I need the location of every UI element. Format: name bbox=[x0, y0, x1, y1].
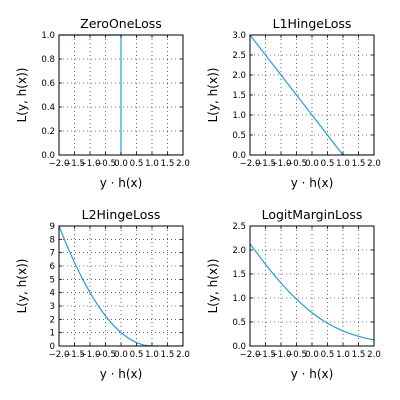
x-tick-label: 1.0 bbox=[336, 350, 350, 360]
x-tick-label: 2.0 bbox=[176, 350, 190, 360]
loss-curve bbox=[250, 243, 374, 341]
x-tick-label: −1.0 bbox=[271, 159, 292, 169]
x-tick-label: 2.0 bbox=[367, 350, 381, 360]
x-tick-label: −1.5 bbox=[255, 350, 276, 360]
chart-panel-1: −2.0−1.5−1.0−0.50.0 0.5 1.0 1.5 2.00.00.20.4… bbox=[15, 16, 190, 190]
x-tick-label: −2.0 bbox=[49, 350, 70, 360]
y-tick-label: 0.6 bbox=[41, 79, 55, 89]
y-tick-label: 8 bbox=[50, 235, 55, 245]
x-tick-label: 1.0 bbox=[145, 350, 159, 360]
x-tick-label: 0.0 bbox=[305, 159, 319, 169]
x-tick-label: 1.5 bbox=[161, 350, 175, 360]
x-axis-label: y ⋅ h(x) bbox=[291, 176, 334, 190]
y-tick-label: 0 bbox=[50, 342, 55, 352]
y-tick-label: 0.0 bbox=[232, 151, 246, 161]
y-tick-label: 1.0 bbox=[232, 111, 246, 121]
x-tick-label: −1.0 bbox=[271, 350, 292, 360]
y-tick-label: 3 bbox=[50, 302, 55, 312]
y-tick-label: 0.0 bbox=[41, 151, 55, 161]
chart-title: ZeroOneLoss bbox=[80, 16, 162, 31]
x-tick-label: −2.0 bbox=[240, 159, 261, 169]
y-tick-label: 0.2 bbox=[41, 127, 55, 137]
loss-curve bbox=[250, 34, 374, 155]
x-tick-label: −0.5 bbox=[95, 350, 116, 360]
chart-title: L2HingeLoss bbox=[82, 207, 161, 222]
x-tick-label: 0.5 bbox=[130, 350, 144, 360]
y-tick-label: 6 bbox=[50, 262, 55, 272]
y-tick-label: 0.5 bbox=[232, 131, 246, 141]
x-tick-label: 1.5 bbox=[161, 159, 175, 169]
y-tick-label: 9 bbox=[50, 222, 55, 232]
x-tick-label: −1.0 bbox=[80, 350, 101, 360]
x-tick-label: 0.0 bbox=[114, 159, 128, 169]
x-tick-label: 2.0 bbox=[367, 159, 381, 169]
y-tick-label: 7 bbox=[50, 249, 55, 259]
x-tick-label: −2.0 bbox=[49, 159, 70, 169]
y-tick-label: 2.5 bbox=[232, 222, 246, 232]
x-tick-label: −1.5 bbox=[64, 350, 85, 360]
x-tick-label: −0.5 bbox=[286, 159, 307, 169]
x-tick-label: −0.5 bbox=[286, 350, 307, 360]
y-tick-label: 0.5 bbox=[232, 318, 246, 328]
y-tick-label: 1.5 bbox=[232, 270, 246, 280]
x-tick-label: 1.0 bbox=[145, 159, 159, 169]
y-tick-label: 1.5 bbox=[232, 91, 246, 101]
y-tick-label: 2.0 bbox=[232, 71, 246, 81]
y-tick-label: 0.4 bbox=[41, 103, 55, 113]
y-axis-label: L(y, h(x)) bbox=[206, 259, 220, 314]
y-tick-label: 0.0 bbox=[232, 342, 246, 352]
y-tick-label: 1.0 bbox=[41, 31, 55, 41]
chart-title: L1HingeLoss bbox=[273, 16, 352, 31]
x-tick-label: 0.5 bbox=[321, 159, 335, 169]
y-tick-label: 3.0 bbox=[232, 31, 246, 41]
chart-panel-3: −2.0−1.5−1.0−0.50.0 0.5 1.0 1.5 2.0 0 1 2 3 4 5 6 7 8… bbox=[15, 207, 190, 381]
x-axis-label: y ⋅ h(x) bbox=[100, 176, 143, 190]
y-tick-label: 2.5 bbox=[232, 51, 246, 61]
y-tick-label: 2.0 bbox=[232, 246, 246, 256]
x-tick-label: −1.0 bbox=[80, 159, 101, 169]
x-axis-label: y ⋅ h(x) bbox=[291, 367, 334, 381]
x-tick-label: −1.5 bbox=[255, 159, 276, 169]
y-tick-label: 2 bbox=[50, 315, 55, 325]
chart-panel-2: −2.0−1.5−1.0−0.50.0 0.5 1.0 1.5 2.00.00.51.0… bbox=[206, 16, 381, 190]
x-tick-label: 0.5 bbox=[321, 350, 335, 360]
y-tick-label: 4 bbox=[50, 289, 55, 299]
y-tick-label: 1 bbox=[50, 329, 55, 339]
x-tick-label: 1.5 bbox=[352, 350, 366, 360]
x-tick-label: 2.0 bbox=[176, 159, 190, 169]
x-tick-label: 0.0 bbox=[305, 350, 319, 360]
x-axis-label: y ⋅ h(x) bbox=[100, 367, 143, 381]
chart-panel-4: −2.0−1.5−1.0−0.50.0 0.5 1.0 1.5 2.00.00.51.0… bbox=[206, 207, 381, 381]
y-tick-label: 5 bbox=[50, 275, 55, 285]
y-tick-label: 1.0 bbox=[232, 294, 246, 304]
y-tick-label: 0.8 bbox=[41, 55, 55, 65]
x-tick-label: 1.5 bbox=[352, 159, 366, 169]
x-tick-label: 0.5 bbox=[130, 159, 144, 169]
x-tick-label: −1.5 bbox=[64, 159, 85, 169]
y-axis-label: L(y, h(x)) bbox=[206, 68, 220, 123]
x-tick-label: −0.5 bbox=[95, 159, 116, 169]
x-tick-label: −2.0 bbox=[240, 350, 261, 360]
chart-title: LogitMarginLoss bbox=[262, 207, 363, 222]
y-axis-label: L(y, h(x)) bbox=[15, 68, 29, 123]
x-tick-label: 1.0 bbox=[336, 159, 350, 169]
x-tick-label: 0.0 bbox=[114, 350, 128, 360]
y-axis-label: L(y, h(x)) bbox=[15, 259, 29, 314]
